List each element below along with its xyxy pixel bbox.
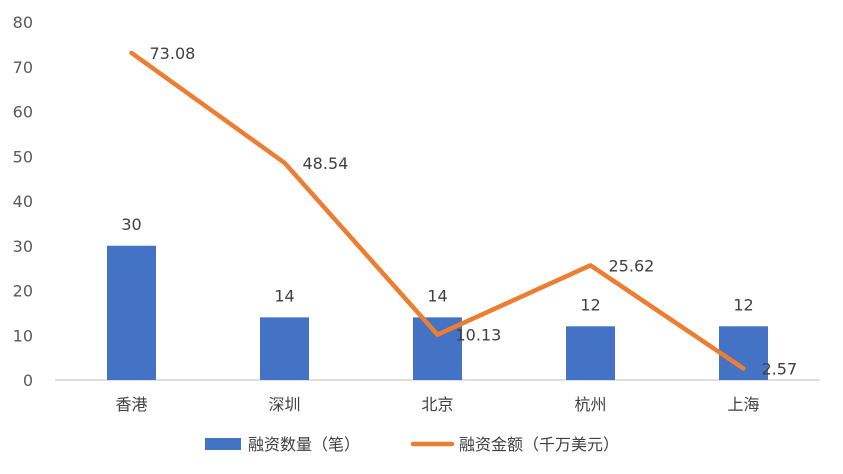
line-data-label: 10.13 (456, 326, 502, 345)
y-tick-label: 80 (13, 13, 33, 32)
x-category-label: 北京 (421, 395, 453, 414)
bar-series (107, 245, 768, 380)
y-tick-label: 50 (13, 147, 33, 166)
y-tick-label: 60 (13, 103, 33, 122)
legend-line-label: 融资金额（千万美元） (459, 435, 619, 454)
bar (107, 245, 156, 380)
bar-data-label: 14 (274, 286, 294, 305)
y-tick-label: 30 (13, 237, 33, 256)
x-category-label: 香港 (115, 395, 147, 414)
legend-bar-label: 融资数量（笔） (248, 435, 360, 454)
bar-data-label: 12 (580, 295, 600, 314)
y-axis-ticks: 0 10 20 30 40 50 60 70 80 (13, 13, 33, 390)
line-data-label: 25.62 (609, 256, 655, 275)
x-axis-category-labels: 香港 深圳 北京 杭州 上海 (115, 395, 759, 414)
bar (260, 317, 309, 380)
bar (719, 326, 768, 380)
bar-data-labels: 30 14 14 12 12 (121, 215, 753, 315)
y-tick-label: 70 (13, 58, 33, 77)
y-tick-label: 40 (13, 192, 33, 211)
x-category-label: 深圳 (268, 395, 300, 414)
line-data-label: 48.54 (303, 154, 349, 173)
line-data-label: 73.08 (150, 44, 196, 63)
bar-data-label: 14 (427, 286, 447, 305)
y-tick-label: 0 (23, 371, 33, 390)
line-data-label: 2.57 (762, 359, 798, 378)
bar (566, 326, 615, 380)
line-series (129, 50, 746, 371)
y-tick-label: 20 (13, 282, 33, 301)
x-category-label: 杭州 (574, 395, 606, 414)
bar-data-label: 30 (121, 215, 141, 234)
x-category-label: 上海 (727, 395, 759, 414)
line-data-labels: 73.08 48.54 10.13 25.62 2.57 (150, 44, 798, 379)
legend-bar-swatch (205, 438, 241, 450)
bar-data-label: 12 (733, 295, 753, 314)
legend: 融资数量（笔） 融资金额（千万美元） (205, 435, 619, 454)
y-tick-label: 10 (13, 326, 33, 345)
